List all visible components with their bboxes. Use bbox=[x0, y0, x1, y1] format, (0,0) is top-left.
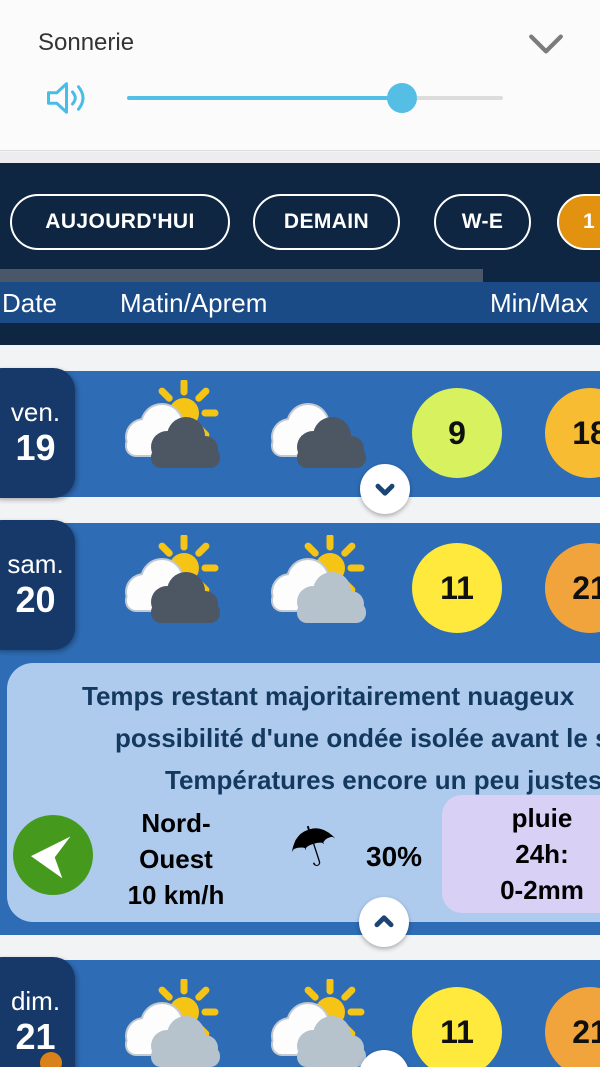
day-label: sam. bbox=[7, 549, 64, 579]
rain-24h-line2: 24h: bbox=[515, 839, 569, 869]
sun-behind-dark-cloud-icon bbox=[125, 535, 220, 623]
slider-handle[interactable] bbox=[387, 83, 417, 113]
summary-line: Températures encore un peu justes bbox=[165, 765, 600, 795]
chevron-down-icon bbox=[375, 483, 395, 496]
tab-long-range[interactable]: 1 bbox=[557, 194, 600, 250]
min-temp-badge: 11 bbox=[412, 543, 502, 633]
date-card-sam: sam. 20 bbox=[0, 520, 75, 650]
sound-panel-title: Sonnerie bbox=[38, 29, 135, 56]
header-min-max: Min/Max bbox=[490, 288, 589, 318]
rain-24h-box: pluie 24h: 0-2mm bbox=[442, 795, 600, 913]
day-label: ven. bbox=[10, 397, 61, 427]
min-temp-value: 11 bbox=[440, 1013, 474, 1050]
expand-row-button[interactable] bbox=[359, 1050, 409, 1067]
header-date: Date bbox=[2, 288, 57, 318]
dark-cloud-icon bbox=[271, 403, 366, 468]
wind-direction-arrow-icon bbox=[30, 836, 71, 879]
tab-we[interactable]: W-E bbox=[434, 194, 531, 250]
chevron-up-icon bbox=[374, 915, 394, 928]
toolbar-scrollbar-thumb[interactable] bbox=[0, 269, 483, 282]
chevron-down-icon[interactable] bbox=[527, 31, 565, 57]
day-number: 21 bbox=[15, 1016, 56, 1057]
sun-behind-dark-cloud-icon bbox=[125, 380, 220, 468]
expand-row-button[interactable] bbox=[360, 464, 410, 514]
min-temp-badge: 9 bbox=[412, 388, 502, 478]
max-temp-value: 18 bbox=[572, 414, 600, 451]
min-temp-value: 9 bbox=[448, 414, 466, 451]
max-temp-value: 21 bbox=[572, 1013, 600, 1050]
date-card-dim: dim. 21 bbox=[0, 957, 75, 1067]
toolbar-scrollbar-track bbox=[0, 269, 600, 282]
max-temp-badge: 21 bbox=[545, 987, 600, 1067]
tab-aujourdhui[interactable]: AUJOURD'HUI bbox=[10, 194, 230, 250]
rain-24h-line3: 0-2mm bbox=[500, 875, 584, 905]
alert-dot-icon bbox=[40, 1052, 62, 1067]
min-temp-badge: 11 bbox=[412, 987, 502, 1067]
collapse-row-button[interactable] bbox=[359, 897, 409, 947]
speaker-medium-icon[interactable] bbox=[44, 76, 92, 120]
table-header: Date Matin/Aprem Min/Max bbox=[0, 282, 600, 323]
sun-behind-light-cloud-icon bbox=[125, 979, 220, 1067]
rain-probability: 30% bbox=[366, 841, 423, 872]
day-number: 20 bbox=[15, 579, 56, 620]
forecast-toolbar: AUJOURD'HUI DEMAIN W-E 1 bbox=[0, 163, 600, 269]
date-card-ven: ven. 19 bbox=[0, 368, 75, 498]
tab-demain[interactable]: DEMAIN bbox=[253, 194, 400, 250]
wind-direction-badge bbox=[13, 815, 93, 895]
max-temp-badge: 21 bbox=[545, 543, 600, 633]
rain-24h-line1: pluie bbox=[511, 803, 573, 833]
wind-direction-line2: Ouest bbox=[139, 844, 213, 874]
forecast-row-dim-21[interactable]: 11 21 bbox=[0, 960, 600, 1067]
max-temp-value: 21 bbox=[572, 569, 600, 606]
volume-slider[interactable] bbox=[127, 83, 503, 113]
min-temp-value: 11 bbox=[440, 569, 474, 606]
wind-info: Nord- Ouest 10 km/h bbox=[120, 805, 232, 913]
wind-direction-line1: Nord- bbox=[141, 808, 211, 838]
header-matin-aprem: Matin/Aprem bbox=[120, 288, 268, 318]
header-underline bbox=[0, 323, 600, 345]
sound-settings-panel: Sonnerie bbox=[0, 0, 600, 151]
day-number: 19 bbox=[15, 427, 56, 468]
max-temp-badge: 18 bbox=[545, 388, 600, 478]
forecast-row-ven-19[interactable]: 9 18 bbox=[0, 371, 600, 497]
forecast-detail-panel: Temps restant majoritairement nuageux po… bbox=[7, 663, 600, 922]
wind-speed: 10 km/h bbox=[127, 880, 225, 910]
sun-behind-light-cloud-icon bbox=[271, 535, 366, 623]
day-label: dim. bbox=[10, 986, 61, 1016]
slider-track-filled[interactable] bbox=[127, 96, 402, 100]
panel-divider bbox=[0, 152, 600, 163]
chevron-down-icon bbox=[367, 1058, 401, 1067]
umbrella-icon: ☂ bbox=[280, 808, 349, 887]
sun-behind-light-cloud-icon bbox=[271, 979, 366, 1067]
summary-line: Temps restant majoritairement nuageux bbox=[82, 681, 575, 711]
summary-line: possibilité d'une ondée isolée avant le … bbox=[115, 723, 600, 753]
